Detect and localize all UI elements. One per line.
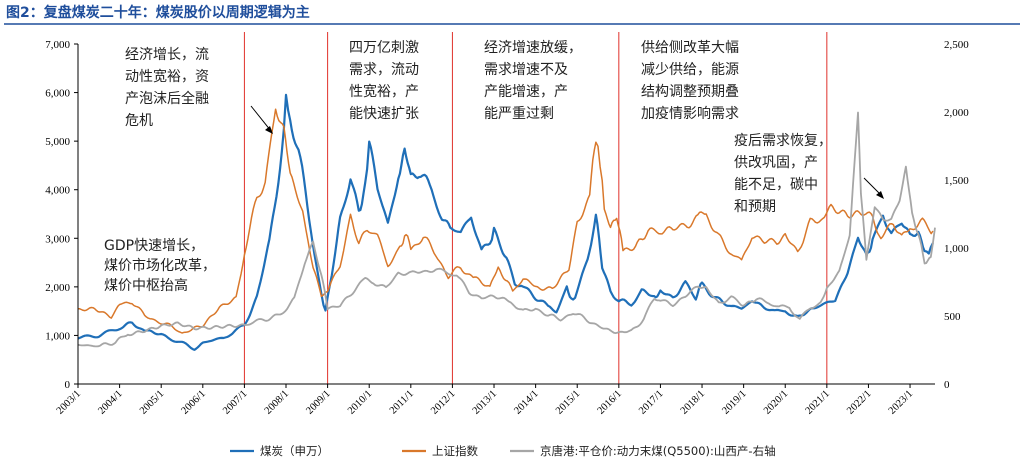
legend: 煤炭（申万） 上证指数 京唐港:平仓价:动力末煤(Q5500):山西产-右轴 xyxy=(230,444,776,458)
y-left-tick-label: 7,000 xyxy=(45,39,70,51)
y-axis-right: 0 500 1,000 1,500 2,000 2,500 xyxy=(944,39,969,391)
annotation-4: 疫后需求恢复，供改巩固，产能不足，碳中和预期 xyxy=(734,132,832,215)
x-tick-label: 2007/1 xyxy=(221,388,249,416)
annotation-5: GDP快速增长，煤价市场化改革，煤价中枢抬高 xyxy=(104,238,216,294)
annotation-arrowhead-2008 xyxy=(265,126,273,134)
x-tick-label: 2020/1 xyxy=(762,388,790,416)
legend-label-1: 上证指数 xyxy=(432,444,478,458)
x-tick-label: 2011/1 xyxy=(388,388,416,416)
x-tick-label: 2013/1 xyxy=(471,388,499,416)
x-tick-label: 2023/1 xyxy=(887,388,915,416)
x-tick-label: 2006/1 xyxy=(180,388,208,416)
y-left-tick-label: 3,000 xyxy=(45,233,70,245)
x-tick-label: 2014/1 xyxy=(512,388,540,416)
x-tick-label: 2017/1 xyxy=(637,388,665,416)
y-left-tick-label: 4,000 xyxy=(45,185,70,197)
x-tick-label: 2009/1 xyxy=(304,388,332,416)
chart-title: 图2：复盘煤炭二十年：煤炭股价以周期逻辑为主 xyxy=(6,4,310,21)
y-left-tick-label: 6,000 xyxy=(45,88,70,100)
y-left-tick-label: 0 xyxy=(65,379,71,391)
series-line-1 xyxy=(77,108,934,334)
y-right-tick-label: 0 xyxy=(944,379,950,391)
annotation-3: 供给侧改革大幅减少供给，能源结构调整预期叠加疫情影响需求 xyxy=(641,40,739,122)
x-tick-label: 2005/1 xyxy=(138,388,166,416)
x-tick-label: 2003/1 xyxy=(55,388,83,416)
annotations: 经济增长，流动性宽裕，资产泡沫后全融危机 四万亿刺激需求，流动性宽裕，产能快速扩张… xyxy=(104,39,832,294)
y-axis-left: 0 1,000 2,000 3,000 4,000 5,000 6,000 7,000 xyxy=(45,39,78,391)
x-tick-label: 2008/1 xyxy=(263,388,291,416)
x-tick-label: 2021/1 xyxy=(804,388,832,416)
series-line-0 xyxy=(77,93,934,351)
y-right-tick-label: 2,000 xyxy=(944,107,969,119)
annotation-1: 四万亿刺激需求，流动性宽裕，产能快速扩张 xyxy=(349,39,419,122)
x-tick-label: 2012/1 xyxy=(429,388,457,416)
x-tick-label: 2018/1 xyxy=(679,388,707,416)
y-left-tick-label: 2,000 xyxy=(45,282,70,294)
x-tick-label: 2015/1 xyxy=(554,388,582,416)
y-right-tick-label: 2,500 xyxy=(944,39,969,51)
annotation-arrows xyxy=(250,105,884,199)
legend-label-0: 煤炭（申万） xyxy=(260,444,329,458)
annotation-0: 经济增长，流动性宽裕，资产泡沫后全融危机 xyxy=(125,47,209,129)
x-axis-ticks: 2003/1 2004/1 2005/1 2006/1 2007/1 2008/1 2009… xyxy=(55,384,915,417)
annotation-2: 经济增速放缓，需求增速不及产能增速，产能严重过剩 xyxy=(484,40,582,122)
y-right-tick-label: 1,500 xyxy=(944,175,969,187)
x-tick-label: 2010/1 xyxy=(346,388,374,416)
x-tick-label: 2016/1 xyxy=(596,388,624,416)
x-tick-label: 2019/1 xyxy=(720,388,748,416)
y-left-tick-label: 5,000 xyxy=(45,136,70,148)
legend-label-2: 京唐港:平仓价:动力末煤(Q5500):山西产-右轴 xyxy=(540,444,776,458)
annotation-arrowhead-2022 xyxy=(876,191,884,199)
x-tick-label: 2004/1 xyxy=(96,388,124,416)
y-right-tick-label: 1,000 xyxy=(944,243,969,255)
x-tick-label: 2022/1 xyxy=(845,388,873,416)
series-group xyxy=(77,93,936,351)
phase-lines xyxy=(243,32,828,384)
annotation-arrow-2008 xyxy=(250,105,272,132)
series-line-2 xyxy=(77,111,936,348)
y-right-tick-label: 500 xyxy=(944,311,961,323)
y-left-tick-label: 1,000 xyxy=(45,330,70,342)
